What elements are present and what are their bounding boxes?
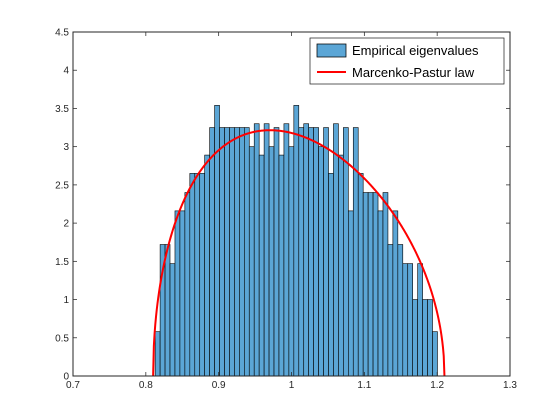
histogram-bar (288, 146, 295, 377)
x-tick-label: 1 (289, 380, 295, 391)
histogram-bar (199, 173, 205, 377)
histogram-bar (333, 123, 339, 377)
histogram-bar (402, 263, 409, 377)
histogram-bars (154, 105, 438, 377)
histogram-bar (417, 263, 423, 377)
legend-label-curve: Marcenko-Pastur law (352, 65, 475, 80)
histogram-bar (229, 127, 235, 377)
histogram-bar (308, 127, 314, 377)
histogram-bar (164, 244, 171, 377)
y-tick-label: 0.5 (55, 333, 69, 344)
histogram-bar (278, 154, 285, 377)
histogram-bar (268, 146, 275, 377)
histogram-bar (293, 105, 300, 377)
histogram-bar (328, 173, 334, 377)
histogram-bar (214, 105, 220, 377)
y-tick-label: 4 (63, 66, 69, 77)
histogram-bar (397, 244, 404, 377)
histogram-bar (174, 210, 181, 377)
histogram-bar (427, 299, 433, 377)
histogram-bar (323, 127, 329, 377)
histogram-bar (412, 299, 418, 377)
histogram-bar (432, 331, 438, 377)
histogram-bar (303, 123, 309, 377)
y-tick-label: 3.5 (55, 104, 69, 115)
x-tick-label: 0.8 (139, 380, 153, 391)
histogram-bar (184, 192, 191, 377)
histogram-bar (392, 210, 399, 377)
y-tick-label: 3 (63, 142, 69, 153)
mp-curve (152, 129, 446, 377)
x-tick-label: 1.2 (430, 380, 444, 391)
y-tick-label: 2.5 (55, 180, 69, 191)
histogram-bar (169, 263, 176, 377)
legend: Empirical eigenvalues Marcenko-Pastur la… (309, 37, 505, 85)
histogram-bar (179, 210, 186, 377)
y-tick-label: 4.5 (55, 28, 69, 39)
y-tick-label: 0 (63, 372, 69, 383)
histogram-bar (348, 210, 354, 377)
histogram-bar (313, 127, 319, 377)
histogram-bar (258, 154, 265, 377)
histogram-bar (362, 192, 369, 377)
histogram-bar (244, 127, 250, 377)
histogram-bar (209, 127, 215, 377)
legend-swatch-histogram (316, 43, 347, 58)
histogram-bar (248, 146, 255, 377)
histogram-bar (377, 210, 384, 377)
histogram-bar (224, 127, 230, 377)
histogram-bar (239, 127, 245, 377)
histogram-bar (367, 192, 374, 377)
histogram-bar (219, 127, 225, 377)
histogram-bar (253, 123, 260, 377)
y-tick-label: 1 (63, 295, 69, 306)
x-tick-label: 0.7 (66, 380, 80, 391)
histogram-bar (318, 146, 324, 377)
x-tick-label: 1.1 (357, 380, 371, 391)
histogram-bar (387, 244, 394, 377)
x-tick-label: 1.3 (503, 380, 517, 391)
histogram-bar (204, 154, 210, 377)
histogram-bar (343, 127, 349, 377)
histogram-bar (352, 127, 359, 377)
histogram-bar (382, 192, 389, 377)
histogram-bar (234, 127, 240, 377)
histogram-bar (422, 299, 428, 377)
histogram-bar (263, 123, 270, 377)
histogram-bar (273, 127, 280, 377)
y-tick-label: 1.5 (55, 257, 69, 268)
histogram-bar (357, 173, 364, 377)
histogram-bar (283, 123, 290, 377)
y-tick-label: 2 (63, 219, 69, 230)
x-tick-label: 0.9 (212, 380, 226, 391)
histogram-bar (298, 127, 305, 377)
histogram-bar (372, 192, 379, 377)
histogram-bar (194, 173, 201, 377)
histogram-bar (189, 173, 196, 377)
axis-ticks: 0.7 0.8 0.9 1 1.1 1.2 1.3 0 0.5 1 1.5 2 2.5 3 3.5 4 4.5 (55, 28, 517, 392)
histogram-bar (154, 331, 161, 377)
histogram-bar (407, 263, 413, 377)
histogram-bar (338, 154, 344, 377)
legend-label-histogram: Empirical eigenvalues (352, 43, 479, 58)
